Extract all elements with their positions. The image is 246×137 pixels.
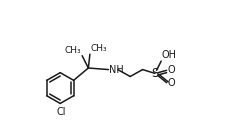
Text: CH₃: CH₃ (65, 46, 81, 55)
Text: NH: NH (109, 65, 124, 75)
Text: Cl: Cl (56, 107, 66, 117)
Text: OH: OH (162, 50, 177, 60)
Text: S: S (151, 67, 159, 80)
Text: CH₃: CH₃ (91, 44, 107, 53)
Text: O: O (167, 65, 175, 75)
Text: O: O (167, 78, 175, 88)
